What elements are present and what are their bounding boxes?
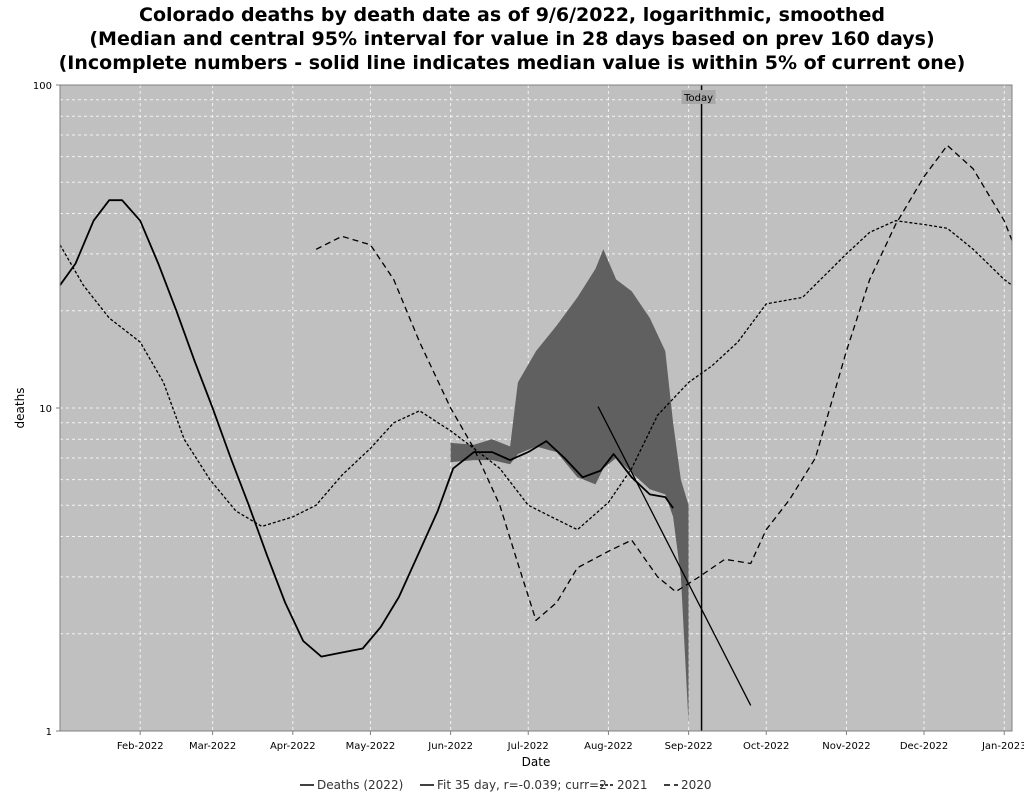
legend: Deaths (2022) Fit 35 day, r=-0.039; curr=…: [300, 778, 712, 792]
legend-label: 2020: [681, 778, 712, 792]
y-tick-label: 100: [33, 81, 52, 92]
x-tick-label: Aug-2022: [584, 741, 633, 752]
title-line: (Median and central 95% interval for val…: [89, 28, 934, 50]
legend-item: 2020: [664, 778, 712, 792]
x-tick-label: Dec-2022: [900, 741, 948, 752]
legend-label: 2021: [617, 778, 648, 792]
y-axis-label: deaths: [13, 388, 27, 429]
confidence-band: [450, 249, 689, 725]
title-line: Colorado deaths by death date as of 9/6/…: [139, 4, 885, 26]
series-line: [59, 220, 1013, 531]
x-tick-label: Mar-2022: [189, 741, 236, 752]
y-tick-label: 1: [46, 727, 52, 738]
chart-title: Colorado deaths by death date as of 9/6/…: [59, 4, 966, 74]
x-tick-label: Sep-2022: [665, 741, 713, 752]
x-tick-label: Apr-2022: [270, 741, 316, 752]
x-tick-label: Jul-2022: [507, 741, 549, 752]
legend-label: Deaths (2022): [317, 778, 403, 792]
x-tick-label: Nov-2022: [822, 741, 870, 752]
today-marker: Today: [681, 85, 716, 731]
title-line: (Incomplete numbers - solid line indicat…: [59, 52, 966, 74]
series-line: [59, 199, 674, 658]
fit-line: [597, 406, 752, 706]
series-2021: [59, 220, 1013, 531]
x-tick-label: May-2022: [346, 741, 396, 752]
legend-item: Deaths (2022): [300, 778, 403, 792]
y-axis: 1 10 100: [33, 81, 60, 738]
x-tick-label: Feb-2022: [117, 741, 164, 752]
x-tick-label: Jan-2023: [981, 741, 1024, 752]
series-deaths-2022-: [59, 199, 674, 658]
series-layer: [59, 144, 1013, 706]
x-tick-label: Oct-2022: [743, 741, 789, 752]
series-line: [315, 144, 1013, 622]
legend-item: 2021: [600, 778, 648, 792]
confidence-band-layer: [450, 249, 689, 725]
legend-label: Fit 35 day, r=-0.039; curr=2: [437, 778, 607, 792]
y-tick-label: 10: [39, 404, 52, 415]
x-axis-label: Date: [522, 755, 551, 769]
x-tick-label: Jun-2022: [427, 741, 473, 752]
legend-item: Fit 35 day, r=-0.039; curr=2: [420, 778, 607, 792]
today-label: Today: [683, 93, 713, 104]
today-label-bg: [681, 90, 716, 104]
x-axis: Feb-2022 Mar-2022 Apr-2022 May-2022 Jun-2022…: [117, 731, 1024, 752]
series-2020: [315, 144, 1013, 622]
